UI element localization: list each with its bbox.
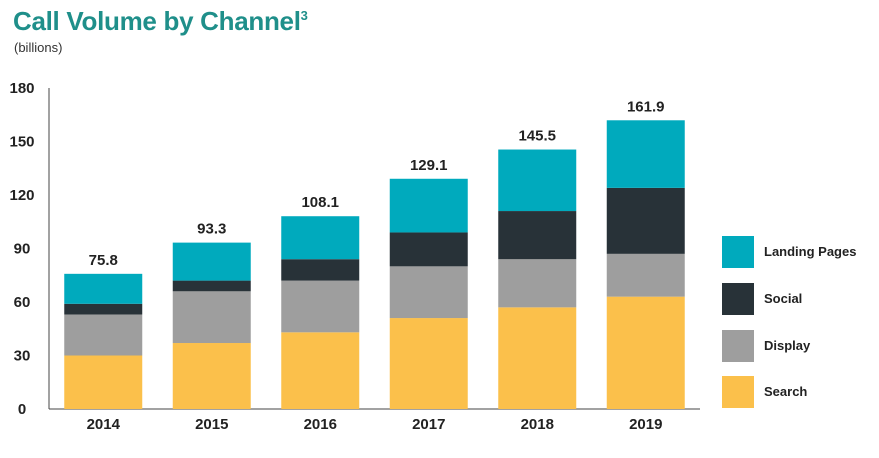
bar-segment-social-2019 [606,187,685,254]
y-tick-label: 150 [9,134,34,151]
chart-title: Call Volume by Channel3 [13,6,308,37]
y-tick-label: 30 [14,348,31,365]
chart-subtitle: (billions) [14,40,63,55]
bar-segment-social-2014 [64,303,143,315]
x-tick-label: 2017 [412,416,445,433]
bar-total-label: 75.8 [89,252,118,269]
bar-segment-search-2015 [172,343,251,409]
bar-segment-search-2014 [64,355,143,409]
bar-segment-display-2016 [281,280,360,333]
bar-total-label: 129.1 [410,157,448,174]
bar-segment-landing-pages-2016 [281,216,360,260]
x-tick-label: 2014 [87,416,121,433]
legend-item-display: Display [722,330,872,362]
bar-total-label: 145.5 [518,128,556,145]
bar-segment-social-2016 [281,259,360,281]
bar-segment-display-2019 [606,253,685,297]
legend-swatch-search [722,376,754,408]
bar-segment-search-2017 [389,318,468,409]
legend-swatch-landing-pages [722,236,754,268]
y-tick-label: 120 [9,187,34,204]
bar-segment-display-2018 [498,259,577,308]
legend-label-display: Display [764,338,811,353]
legend-swatch-display [722,330,754,362]
bar-segment-display-2014 [64,314,143,356]
x-tick-label: 2015 [195,416,228,433]
bar-segment-display-2017 [389,266,468,319]
bar-segment-social-2015 [172,280,251,292]
bar-segment-landing-pages-2017 [389,178,468,233]
legend-label-landing-pages: Landing Pages [764,244,857,259]
bar-segment-search-2018 [498,307,577,409]
bar-total-label: 161.9 [627,98,665,115]
bar-segment-display-2015 [172,291,251,344]
bar-segment-landing-pages-2019 [606,120,685,188]
bar-segment-landing-pages-2018 [498,149,577,212]
bar-segment-search-2019 [606,296,685,409]
bar-segment-landing-pages-2015 [172,242,251,281]
chart-title-superscript: 3 [300,8,308,23]
legend-item-social: Social [722,283,872,315]
bar-total-label: 108.1 [301,194,339,211]
x-tick-label: 2019 [629,416,662,433]
bar-segment-social-2018 [498,211,577,260]
y-tick-label: 180 [9,80,34,97]
y-tick-label: 0 [18,401,26,418]
legend-item-search: Search [722,376,872,408]
bar-segment-search-2016 [281,332,360,409]
legend-label-social: Social [764,291,803,306]
bar-segment-social-2017 [389,232,468,267]
x-tick-label: 2016 [304,416,337,433]
chart-title-text: Call Volume by Channel [13,6,301,36]
bar-total-label: 93.3 [197,221,226,238]
legend-item-landing-pages: Landing Pages [722,236,872,268]
y-tick-label: 90 [14,241,31,258]
legend-swatch-social [722,283,754,315]
legend-label-search: Search [764,384,808,399]
bar-segment-landing-pages-2014 [64,273,143,304]
y-tick-label: 60 [14,294,31,311]
x-tick-label: 2018 [521,416,554,433]
